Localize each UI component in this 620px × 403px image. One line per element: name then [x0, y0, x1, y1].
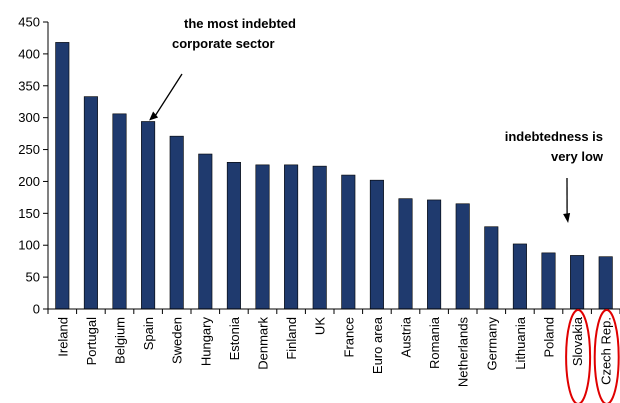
category-label: Hungary	[198, 317, 213, 367]
category-label: Slovakia	[570, 316, 585, 366]
category-label: Sweden	[170, 317, 185, 364]
category-label: France	[341, 317, 356, 357]
bars	[55, 42, 613, 310]
arrow-head	[149, 111, 159, 121]
highlight-ellipse	[593, 309, 620, 403]
bar	[198, 153, 213, 310]
bar	[427, 199, 442, 310]
y-tick-label: 250	[18, 142, 40, 157]
category-label: Spain	[141, 317, 156, 350]
category-label: Euro area	[370, 316, 385, 374]
y-tick-label: 150	[18, 206, 40, 221]
bar	[83, 96, 98, 310]
annotation-text: indebtedness is very low	[505, 129, 604, 164]
bar	[598, 256, 613, 310]
bar	[55, 42, 70, 310]
bar	[141, 121, 156, 310]
bar	[398, 198, 413, 310]
x-axis: Ireland Portugal Belgium Spain Sweden Hungary…	[47, 308, 620, 388]
y-axis: 0 50 100 150 200 250 300 350 400 450	[18, 15, 49, 317]
category-label: Romania	[427, 316, 442, 369]
y-tick-label: 400	[18, 46, 40, 61]
y-tick-label: 300	[18, 110, 40, 125]
y-tick-label: 450	[18, 15, 40, 30]
category-label: Finland	[284, 317, 299, 360]
bar	[341, 174, 356, 310]
category-label: Austria	[399, 316, 414, 357]
category-label: UK	[313, 317, 328, 335]
bar	[255, 164, 270, 310]
bar	[312, 165, 327, 310]
category-label: Lithuania	[513, 316, 528, 370]
highlight-ellipse	[565, 309, 592, 403]
category-label: Netherlands	[456, 317, 471, 388]
bar	[512, 243, 527, 310]
category-label: Portugal	[84, 317, 99, 366]
category-label: Poland	[542, 317, 557, 357]
bar	[570, 255, 585, 310]
annotations: the most indebted corporate sector indebte…	[149, 16, 604, 223]
y-tick-label: 100	[18, 238, 40, 253]
annotation-text: the most indebted corporate sector	[172, 16, 296, 51]
bar	[484, 226, 499, 310]
bar	[169, 135, 184, 310]
category-label: Germany	[484, 317, 499, 371]
highlights	[565, 309, 620, 403]
bar	[541, 252, 556, 310]
category-label: Estonia	[227, 316, 242, 360]
bar	[455, 203, 470, 310]
bar	[284, 164, 299, 310]
arrow-head	[563, 213, 571, 223]
category-label: Belgium	[113, 317, 128, 364]
y-tick-label: 200	[18, 174, 40, 189]
y-tick-label: 350	[18, 78, 40, 93]
category-label: Denmark	[256, 317, 271, 370]
y-tick-label: 0	[33, 302, 40, 317]
bar	[226, 162, 241, 310]
y-tick-label: 50	[26, 270, 40, 285]
category-label: Ireland	[55, 317, 70, 357]
bar	[369, 179, 384, 310]
bar	[112, 113, 127, 310]
category-label: Czech Rep.	[599, 317, 614, 385]
annotation-arrow	[153, 73, 183, 118]
